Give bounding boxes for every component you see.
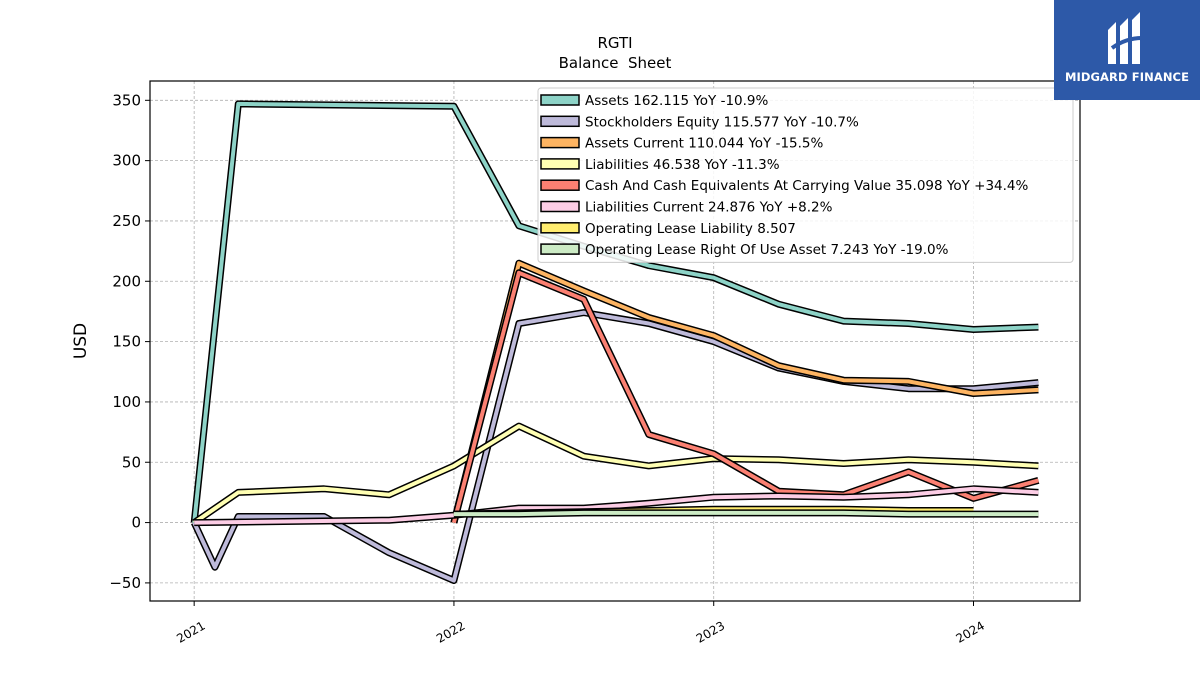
series-stroke bbox=[192, 101, 1039, 523]
legend-swatch bbox=[540, 243, 580, 255]
series-outline bbox=[450, 259, 1039, 524]
legend-swatch bbox=[540, 200, 580, 213]
series-line-4 bbox=[192, 422, 1039, 526]
y-tick-label: 350 bbox=[112, 91, 141, 109]
legend-label: Liabilities Current 24.876 YoY +8.2% bbox=[585, 200, 833, 216]
series-stroke bbox=[192, 310, 1039, 583]
legend-label: Assets Current 110.044 YoY -15.5% bbox=[585, 136, 824, 152]
x-tick-label: 2022 bbox=[434, 618, 467, 645]
legend-label: Cash And Cash Equivalents At Carrying Va… bbox=[585, 178, 1029, 194]
y-tick-label: 0 bbox=[131, 514, 141, 532]
series-outline bbox=[450, 269, 1040, 524]
logo-text: MIDGARD FINANCE bbox=[1064, 70, 1190, 84]
legend-item: Liabilities Current 24.876 YoY +8.2% bbox=[540, 200, 833, 216]
legend-box bbox=[537, 87, 1074, 263]
legend-label: Assets 162.115 YoY -10.9% bbox=[585, 93, 769, 109]
series-outline bbox=[191, 309, 1039, 584]
series-line-3 bbox=[450, 259, 1039, 524]
series-stroke bbox=[453, 510, 1039, 517]
y-tick-label: −50 bbox=[109, 574, 141, 592]
series-line-2 bbox=[191, 309, 1039, 584]
legend-swatch bbox=[540, 158, 580, 170]
legend-item: Cash And Cash Equivalents At Carrying Va… bbox=[540, 178, 1029, 194]
chart-title: RGTI bbox=[597, 34, 632, 52]
series-line-6 bbox=[194, 485, 1039, 527]
y-tick-label: 300 bbox=[112, 152, 141, 170]
legend-label: Stockholders Equity 115.577 YoY -10.7% bbox=[585, 114, 859, 130]
series-stroke bbox=[194, 486, 1039, 525]
legend-swatch bbox=[540, 222, 580, 234]
midgard-finance-logo: MIDGARD FINANCE bbox=[1054, 0, 1200, 100]
x-tick-label: 2021 bbox=[174, 618, 207, 645]
legend-item: Stockholders Equity 115.577 YoY -10.7% bbox=[540, 114, 859, 130]
legend-label: Liabilities 46.538 YoY -11.3% bbox=[585, 157, 780, 173]
legend-item: Assets 162.115 YoY -10.9% bbox=[540, 93, 769, 109]
y-axis-label: USD bbox=[71, 323, 91, 359]
y-tick-label: 100 bbox=[112, 393, 141, 411]
axis-ticks: −50 0 50 100 150 200 250 300 350 2021 2022 2023 2024 bbox=[109, 91, 987, 646]
plot-frame bbox=[149, 80, 1081, 602]
series-stroke bbox=[193, 424, 1039, 525]
legend-item: Liabilities 46.538 YoY -11.3% bbox=[540, 157, 780, 173]
legend: Assets 162.115 YoY -10.9% Stockholders Eq… bbox=[537, 87, 1074, 263]
y-tick-label: 200 bbox=[112, 272, 141, 290]
y-tick-label: 250 bbox=[112, 212, 141, 230]
chart-subtitle: Balance Sheet bbox=[559, 54, 672, 72]
legend-item: Operating Lease Liability 8.507 bbox=[540, 221, 796, 237]
legend-item: Operating Lease Right Of Use Asset 7.243… bbox=[540, 242, 949, 258]
legend-swatch bbox=[540, 179, 580, 191]
legend-label: Operating Lease Liability 8.507 bbox=[585, 221, 796, 237]
legend-item: Assets Current 110.044 YoY -15.5% bbox=[540, 136, 824, 152]
legend-label: Operating Lease Right Of Use Asset 7.243… bbox=[585, 242, 949, 258]
midgard-logo-icon bbox=[1108, 12, 1143, 64]
series-lines bbox=[190, 100, 1040, 584]
series-line-8 bbox=[453, 509, 1039, 518]
legend-swatch bbox=[540, 94, 580, 106]
legend-swatch bbox=[540, 136, 580, 149]
y-tick-label: 50 bbox=[122, 453, 141, 471]
series-stroke bbox=[451, 261, 1039, 524]
x-tick-label: 2023 bbox=[694, 618, 727, 645]
x-tick-label: 2024 bbox=[954, 618, 987, 645]
y-tick-label: 150 bbox=[112, 333, 141, 351]
series-stroke bbox=[451, 270, 1039, 524]
series-line-1 bbox=[190, 100, 1039, 523]
legend-swatch bbox=[540, 115, 580, 128]
series-line-5 bbox=[450, 269, 1040, 524]
